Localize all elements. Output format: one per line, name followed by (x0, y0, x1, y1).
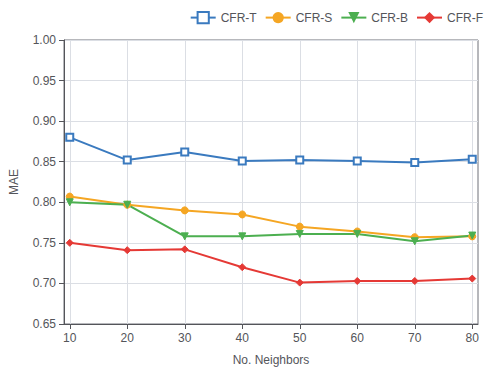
svg-text:CFR-S: CFR-S (296, 11, 333, 25)
svg-text:50: 50 (293, 331, 307, 345)
svg-text:CFR-F: CFR-F (447, 11, 483, 25)
svg-text:0.95: 0.95 (33, 74, 57, 88)
svg-text:20: 20 (121, 331, 135, 345)
svg-text:No. Neighbors: No. Neighbors (233, 353, 310, 367)
svg-text:10: 10 (63, 331, 77, 345)
svg-text:60: 60 (351, 331, 365, 345)
svg-text:0.70: 0.70 (33, 276, 57, 290)
svg-text:CFR-B: CFR-B (371, 11, 408, 25)
svg-text:0.85: 0.85 (33, 155, 57, 169)
svg-text:MAE: MAE (7, 169, 21, 195)
svg-text:0.75: 0.75 (33, 236, 57, 250)
svg-text:70: 70 (408, 331, 422, 345)
svg-text:0.90: 0.90 (33, 114, 57, 128)
svg-text:0.65: 0.65 (33, 317, 57, 331)
svg-text:30: 30 (178, 331, 192, 345)
svg-text:1.00: 1.00 (33, 33, 57, 47)
svg-text:0.80: 0.80 (33, 195, 57, 209)
svg-text:CFR-T: CFR-T (221, 11, 258, 25)
svg-text:80: 80 (466, 331, 480, 345)
svg-text:40: 40 (236, 331, 250, 345)
